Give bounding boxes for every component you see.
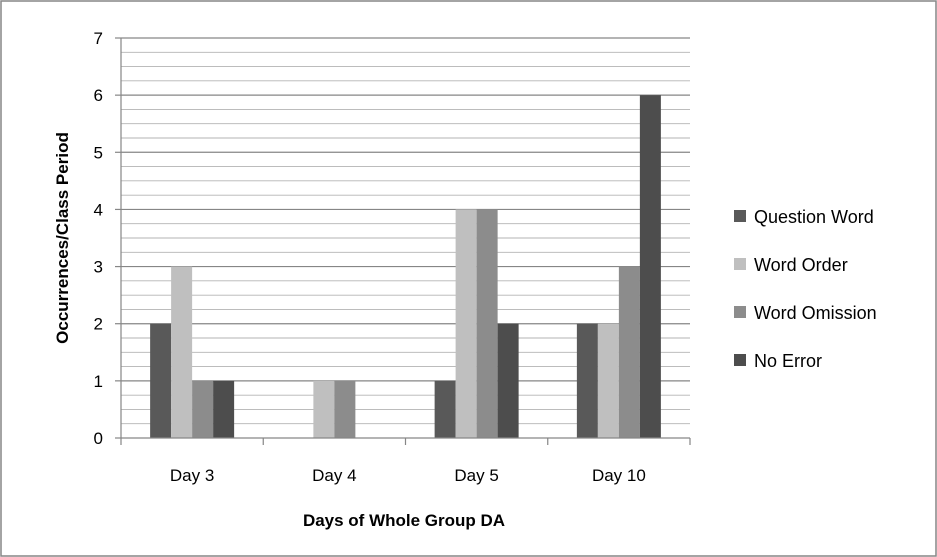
axes — [115, 37, 691, 445]
bar-question-word-day-10 — [576, 323, 598, 438]
y-tick-labels: 0 1 2 3 4 5 6 7 — [94, 29, 103, 448]
y-tick-label: 6 — [94, 86, 103, 105]
y-tick-label: 3 — [94, 258, 103, 277]
legend-label: Word Order — [754, 255, 848, 275]
bar-word-omission-day-4 — [334, 380, 356, 438]
bar-no-error-day-10 — [639, 95, 661, 439]
bar-word-order-day-5 — [455, 209, 477, 438]
bar-word-order-day-10 — [597, 323, 619, 438]
legend-label: No Error — [754, 351, 822, 371]
legend-swatch — [734, 306, 746, 318]
legend: Question Word Word Order Word Omission No E… — [734, 207, 877, 371]
bar-no-error-day-3 — [213, 380, 235, 438]
x-tick-label: Day 10 — [592, 466, 646, 485]
bar-word-omission-day-3 — [192, 380, 214, 438]
bar-question-word-day-3 — [150, 323, 172, 438]
bar-no-error-day-5 — [497, 323, 519, 438]
x-tick-label: Day 4 — [312, 466, 356, 485]
x-tick-labels: Day 3 Day 4 Day 5 Day 10 — [170, 466, 646, 485]
legend-swatch — [734, 354, 746, 366]
bar-word-omission-day-10 — [618, 266, 640, 438]
bar-word-order-day-3 — [171, 266, 193, 438]
legend-swatch — [734, 210, 746, 222]
y-axis-title: Occurrences/Class Period — [53, 132, 72, 344]
legend-label: Word Omission — [754, 303, 877, 323]
legend-swatch — [734, 258, 746, 270]
y-tick-label: 2 — [94, 315, 103, 334]
y-tick-label: 0 — [94, 429, 103, 448]
y-tick-label: 5 — [94, 143, 103, 162]
x-tick-label: Day 3 — [170, 466, 214, 485]
bar-word-order-day-4 — [313, 380, 335, 438]
legend-label: Question Word — [754, 207, 874, 227]
bar-question-word-day-5 — [434, 380, 456, 438]
y-tick-label: 7 — [94, 29, 103, 48]
y-tick-label: 4 — [94, 200, 103, 219]
bar-word-omission-day-5 — [476, 209, 498, 438]
bars — [150, 95, 661, 439]
x-axis-title: Days of Whole Group DA — [303, 511, 505, 530]
y-tick-label: 1 — [94, 372, 103, 391]
x-tick-label: Day 5 — [454, 466, 498, 485]
